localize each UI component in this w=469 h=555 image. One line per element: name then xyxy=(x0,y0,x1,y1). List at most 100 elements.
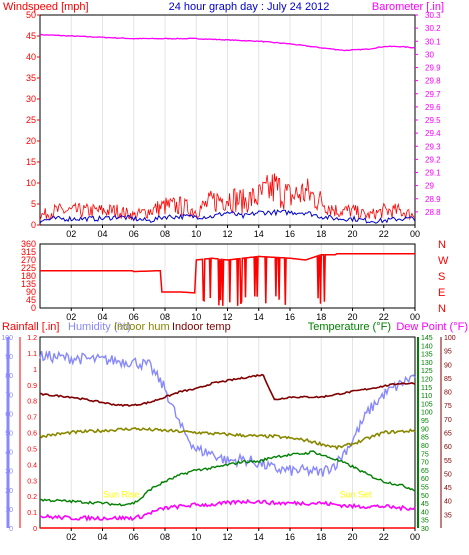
compass-label: W xyxy=(438,255,449,267)
humidity-tick-label: 90 xyxy=(5,354,13,361)
temperature-tick-label: 75 xyxy=(421,451,429,458)
dew-point-tick-label: 40 xyxy=(444,499,452,506)
humidity-tick-label: 30 xyxy=(5,469,13,476)
direction-tick-label: 180 xyxy=(21,271,36,281)
dew-point-tick-label: 70 xyxy=(444,417,452,424)
temperature-tick-label: 60 xyxy=(421,476,429,483)
chart-title: 24 hour graph day : July 24 2012 xyxy=(169,1,330,13)
wind-panel-x-tick-label: 22 xyxy=(379,229,389,239)
humidity-tick-label: 80 xyxy=(5,373,13,380)
rainfall-tick-label: 0.1 xyxy=(27,510,37,517)
wind-panel-x-tick-label: 12 xyxy=(222,229,232,239)
legend-indoor-hum: Indoor hum xyxy=(114,321,170,333)
indoor-temp-line xyxy=(39,373,416,408)
direction-tick-label: 225 xyxy=(21,263,36,273)
direction-panel-x-tick-label: 10 xyxy=(191,312,201,322)
windspeed-tick-label: 35 xyxy=(26,73,36,83)
direction-panel-x-tick-label: 22 xyxy=(379,312,389,322)
barometer-tick-label: 28.8 xyxy=(425,208,441,217)
climate-panel-x-tick-label: 14 xyxy=(254,532,264,542)
humidity-tick-label: 20 xyxy=(5,488,13,495)
dew-point-tick-label: 55 xyxy=(444,458,452,465)
legend-humidity: Humidity (%) xyxy=(68,321,131,333)
dew-point-tick-label: 65 xyxy=(444,431,452,438)
windspeed-tick-label: 20 xyxy=(26,136,36,146)
temperature-tick-label: 95 xyxy=(421,418,429,425)
windspeed-tick-label: 45 xyxy=(26,31,36,41)
wind-panel-x-tick-label: 20 xyxy=(347,229,357,239)
dew-point-f-line xyxy=(39,498,416,522)
climate-panel-x-tick-label: 18 xyxy=(316,532,326,542)
windspeed-tick-label: 50 xyxy=(26,10,36,20)
indoor-hum-line xyxy=(39,426,416,451)
direction-tick-label: 270 xyxy=(21,255,36,265)
wind-panel-x-tick-label: 14 xyxy=(254,229,264,239)
temperature-tick-label: 55 xyxy=(421,484,429,491)
windspeed-tick-label: 25 xyxy=(26,115,36,125)
compass-label: N xyxy=(438,303,446,315)
temperature-f-line xyxy=(39,450,416,507)
rainfall-tick-label: 1.2 xyxy=(27,335,37,342)
climate-panel-x-tick-label: 08 xyxy=(160,532,170,542)
temperature-tick-label: 70 xyxy=(421,460,429,467)
windspeed-tick-label: 10 xyxy=(26,178,36,188)
direction-panel-x-tick-label: 00 xyxy=(410,312,420,322)
humidity-tick-label: 60 xyxy=(5,411,13,418)
direction-panel-x-tick-label: 16 xyxy=(285,312,295,322)
rainfall-tick-label: 0.4 xyxy=(27,462,37,469)
dew-point-tick-label: 80 xyxy=(444,390,452,397)
temperature-tick-label: 110 xyxy=(421,393,432,400)
temperature-tick-label: 85 xyxy=(421,435,429,442)
direction-panel-x-tick-label: 04 xyxy=(97,312,107,322)
direction-panel-x-tick-label: 20 xyxy=(347,312,357,322)
legend-rainfall: Rainfall [.in] xyxy=(2,321,59,333)
direction-panel-x-tick-label: 02 xyxy=(66,312,76,322)
climate-panel-x-tick-label: 12 xyxy=(222,532,232,542)
barometer-line xyxy=(39,33,416,52)
temperature-tick-label: 130 xyxy=(421,360,433,367)
dew-point-tick-label: 95 xyxy=(444,349,452,356)
barometer-tick-label: 28.9 xyxy=(425,195,441,204)
barometer-tick-label: 30.1 xyxy=(425,37,441,46)
wind-direction-line xyxy=(40,253,415,306)
wind-panel-x-tick-label: 02 xyxy=(66,229,76,239)
windspeed-tick-label: 5 xyxy=(31,199,36,209)
temperature-tick-label: 80 xyxy=(421,443,429,450)
compass-label: E xyxy=(438,287,445,299)
barometer-tick-label: 29.6 xyxy=(425,103,441,112)
direction-tick-label: 315 xyxy=(21,247,36,257)
temperature-tick-label: 35 xyxy=(421,518,429,525)
barometer-tick-label: 29.2 xyxy=(425,155,441,164)
compass-label: S xyxy=(438,271,445,283)
temperature-tick-label: 120 xyxy=(421,377,433,384)
dew-point-tick-label: 100 xyxy=(444,335,456,342)
direction-panel-x-tick-label: 12 xyxy=(222,312,232,322)
direction-tick-label: 45 xyxy=(26,295,36,305)
temperature-tick-label: 115 xyxy=(421,385,432,392)
legend-indoor-temp: Indoor temp xyxy=(172,321,231,333)
dew-point-tick-label: 85 xyxy=(444,376,452,383)
temperature-tick-label: 100 xyxy=(421,410,433,417)
climate-panel-x-tick-label: 02 xyxy=(66,532,76,542)
sun-set-annotation: Sun Set xyxy=(340,489,373,499)
climate-panel-x-tick-label: 06 xyxy=(129,532,139,542)
barometer-tick-label: 29.3 xyxy=(425,142,441,151)
direction-tick-label: 90 xyxy=(26,287,36,297)
humidity-tick-label: 0 xyxy=(9,526,13,533)
barometer-tick-label: 29.4 xyxy=(425,129,441,138)
climate-panel-x-tick-label: 16 xyxy=(285,532,295,542)
rainfall-tick-label: 0.6 xyxy=(27,431,37,438)
barometer-tick-label: 30.3 xyxy=(425,11,441,20)
direction-panel-x-tick-label: 08 xyxy=(160,312,170,322)
windspeed-tick-label: 40 xyxy=(26,52,36,62)
temperature-tick-label: 50 xyxy=(421,493,429,500)
barometer-tick-label: 29.1 xyxy=(425,169,441,178)
rainfall-tick-label: 0.3 xyxy=(27,478,37,485)
barometer-tick-label: 29.8 xyxy=(425,77,441,86)
barometer-axis-title: Barometer [.in] xyxy=(372,1,444,13)
rainfall-tick-label: 1 xyxy=(33,367,37,374)
direction-panel-x-tick-label: 06 xyxy=(129,312,139,322)
climate-panel-x-tick-label: 20 xyxy=(347,532,357,542)
rainfall-tick-label: 0 xyxy=(33,526,37,533)
